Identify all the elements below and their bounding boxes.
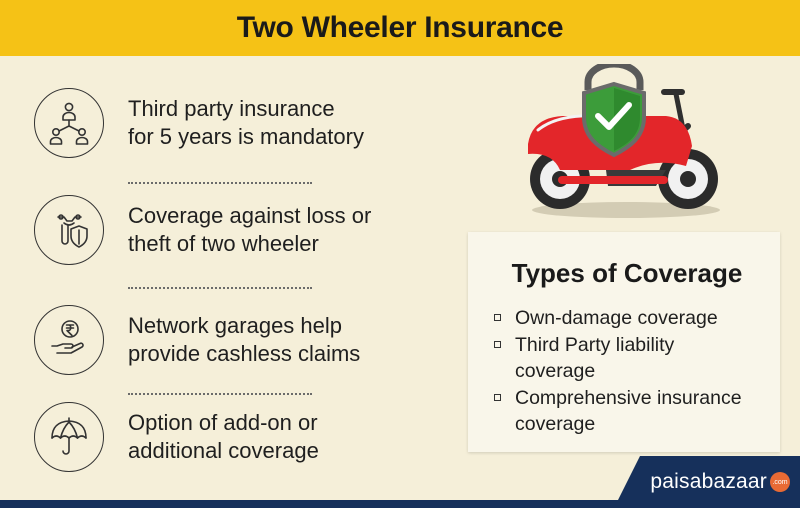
- feature-text-line: provide cashless claims: [128, 341, 361, 366]
- square-bullet-icon: [494, 394, 501, 401]
- umbrella-icon: [34, 402, 104, 472]
- logo-brand-text: paisabazaar: [650, 470, 767, 493]
- feature-item-third-party: Third party insurance for 5 years is man…: [34, 88, 474, 158]
- coverage-item-line: coverage: [515, 360, 596, 382]
- feature-text-line: theft of two wheeler: [128, 231, 319, 256]
- feature-text: Option of add-on or additional coverage: [128, 409, 319, 465]
- coverage-item-comprehensive: Comprehensive insurance coverage: [494, 385, 760, 437]
- paisabazaar-logo: paisabazaar .com: [614, 456, 800, 508]
- feature-item-cashless-claims: Network garages help provide cashless cl…: [34, 305, 474, 375]
- coverage-list: Own-damage coverage Third Party liabilit…: [494, 305, 760, 437]
- feature-item-add-on: Option of add-on or additional coverage: [34, 402, 474, 472]
- dotted-divider: [128, 182, 312, 184]
- coverage-item-third-party: Third Party liability coverage: [494, 332, 760, 384]
- coverage-types-box: Types of Coverage Own-damage coverage Th…: [468, 232, 780, 452]
- feature-text-line: Option of add-on or: [128, 410, 318, 435]
- feature-text: Network garages help provide cashless cl…: [128, 312, 360, 368]
- logo-dot-com: .com: [770, 472, 790, 492]
- people-network-icon: [34, 88, 104, 158]
- page-title: Two Wheeler Insurance: [236, 11, 564, 44]
- dotted-divider: [128, 287, 312, 289]
- coverage-item-own-damage: Own-damage coverage: [494, 305, 760, 331]
- coverage-item-line: coverage: [515, 413, 596, 435]
- square-bullet-icon: [494, 341, 501, 348]
- feature-text-line: additional coverage: [128, 438, 319, 463]
- coverage-item-line: Comprehensive insurance: [515, 387, 742, 409]
- feature-text-line: Network garages help: [128, 313, 343, 338]
- footer-band: [0, 500, 800, 508]
- coverage-item-line: Third Party liability: [515, 334, 675, 356]
- feature-text-line: Coverage against loss or: [128, 203, 372, 228]
- coverage-item-line: Own-damage coverage: [515, 307, 718, 329]
- scooter-shield-icon: [34, 195, 104, 265]
- dotted-divider: [128, 393, 312, 395]
- coverage-title: Types of Coverage: [511, 258, 743, 288]
- header-banner: Two Wheeler Insurance: [0, 0, 800, 56]
- square-bullet-icon: [494, 314, 501, 321]
- feature-text-line: Third party insurance: [128, 96, 335, 121]
- feature-text: Third party insurance for 5 years is man…: [128, 95, 364, 151]
- rupee-hand-icon: [34, 305, 104, 375]
- feature-item-theft-coverage: Coverage against loss or theft of two wh…: [34, 195, 474, 265]
- motorbike-shield-illustration: [528, 64, 720, 218]
- feature-text-line: for 5 years is mandatory: [128, 124, 364, 149]
- feature-text: Coverage against loss or theft of two wh…: [128, 202, 371, 258]
